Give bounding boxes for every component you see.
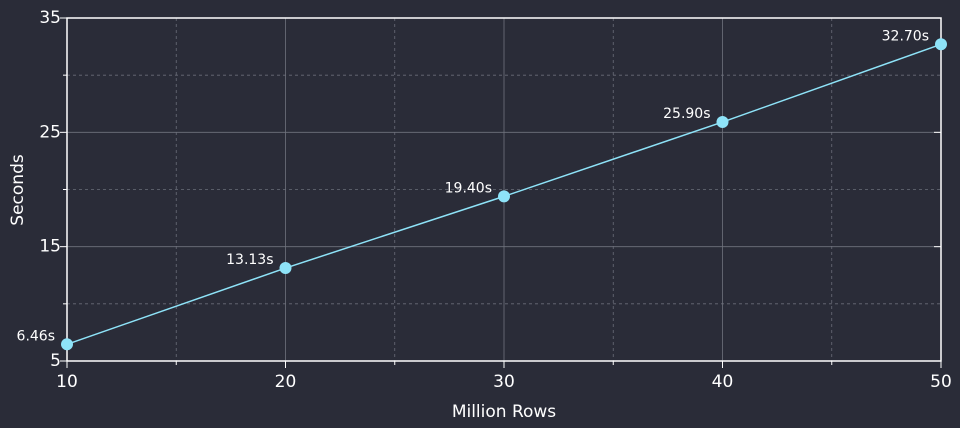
point xyxy=(716,116,729,129)
y-tick-label: 35 xyxy=(39,8,61,28)
y-axis-label: Seconds xyxy=(8,154,28,226)
x-tick-label: 30 xyxy=(493,372,515,392)
x-axis-label: Million Rows xyxy=(452,402,556,422)
x-tick-label: 20 xyxy=(275,372,297,392)
x-tick-label: 10 xyxy=(56,372,78,392)
value-label: 25.90s xyxy=(663,106,710,122)
value-label: 32.70s xyxy=(882,28,929,44)
point xyxy=(61,338,73,351)
point xyxy=(935,38,947,51)
plot-frame xyxy=(66,17,942,362)
value-label: 6.46s xyxy=(17,328,55,344)
value-label: 13.13s xyxy=(226,252,273,268)
point xyxy=(498,190,510,203)
point xyxy=(279,262,292,275)
y-tick-label: 15 xyxy=(39,237,61,257)
y-tick-label: 5 xyxy=(50,351,61,371)
value-label: 19.40s xyxy=(445,180,492,196)
y-tick-label: 25 xyxy=(39,122,61,142)
x-tick-label: 50 xyxy=(930,372,952,392)
x-tick-label: 40 xyxy=(712,372,734,392)
